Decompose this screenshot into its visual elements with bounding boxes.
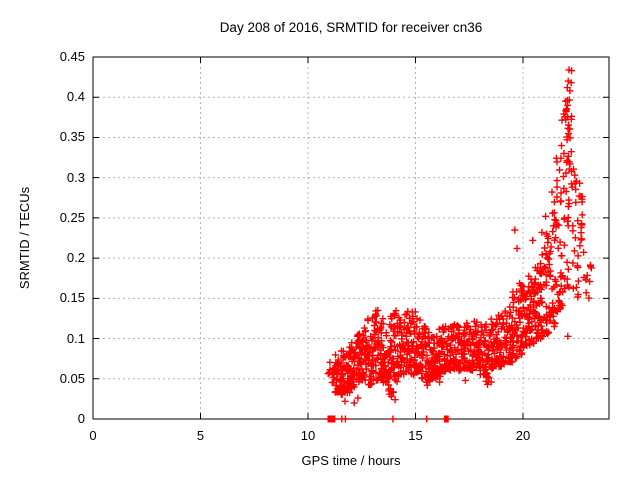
x-axis-label: GPS time / hours	[301, 453, 401, 468]
chart-title: Day 208 of 2016, SRMTID for receiver cn3…	[219, 20, 483, 35]
y-tick-label: 0.1	[66, 330, 85, 346]
y-axis-label: SRMTID / TECUs	[17, 186, 32, 290]
y-tick-label: 0.35	[59, 129, 85, 145]
x-tick-label: 10	[300, 428, 316, 443]
x-tick-label: 0	[89, 428, 97, 443]
x-tick-label: 20	[515, 428, 531, 443]
y-tick-label: 0.3	[66, 169, 85, 185]
x-tick-label: 15	[408, 428, 423, 443]
x-tick-label: 5	[196, 428, 205, 443]
y-tick-label: 0.4	[66, 89, 85, 105]
y-tick-label: 0.25	[59, 209, 85, 225]
y-tick-label: 0	[77, 411, 85, 426]
y-tick-label: 0.05	[59, 370, 85, 386]
y-tick-label: 0.45	[59, 49, 85, 64]
y-tick-label: 0.15	[59, 290, 85, 306]
scatter-points	[324, 66, 595, 423]
y-tick-label: 0.2	[66, 250, 85, 266]
